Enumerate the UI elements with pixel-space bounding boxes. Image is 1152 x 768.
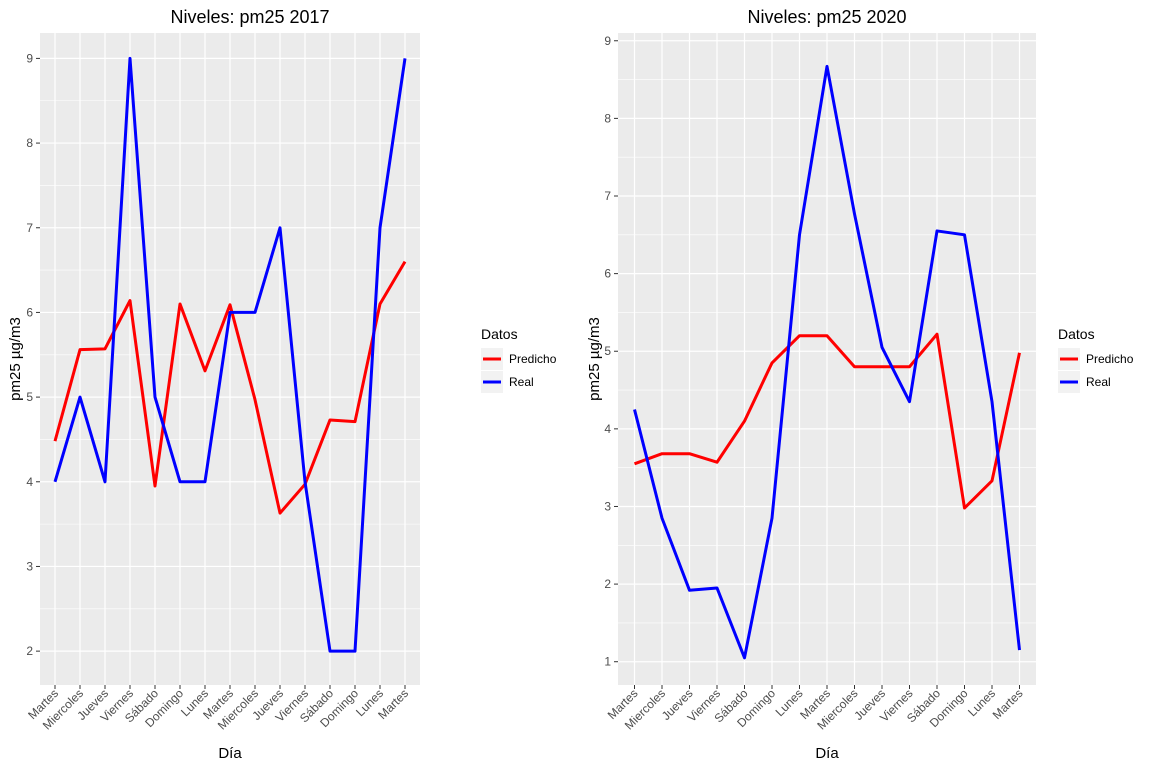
y-axis-title: pm25 µg/m3 <box>7 317 24 401</box>
y-tick-label: 4 <box>26 475 33 489</box>
x-axis-title: Día <box>218 745 242 762</box>
series-line-real <box>633 64 1021 660</box>
y-tick-label: 9 <box>26 51 33 65</box>
legend-label: Real <box>509 375 534 389</box>
legend-label: Predicho <box>1086 352 1134 366</box>
chart-1: 23456789MartesMiercolesJuevesViernesSába… <box>7 7 557 762</box>
y-tick-label: 4 <box>604 422 611 436</box>
chart-title: Niveles: pm25 2020 <box>747 7 906 27</box>
chart-title: Niveles: pm25 2017 <box>170 7 329 27</box>
y-tick-label: 5 <box>26 390 33 404</box>
y-tick-label: 7 <box>26 221 33 235</box>
legend-title: Datos <box>1058 326 1095 342</box>
series-line-predicho <box>633 332 1021 510</box>
y-tick-label: 7 <box>604 189 611 203</box>
series-line-real <box>53 56 407 653</box>
y-tick-label: 9 <box>604 34 611 48</box>
y-tick-label: 2 <box>26 644 33 658</box>
y-tick-label: 6 <box>26 305 33 319</box>
legend-label: Predicho <box>509 352 557 366</box>
legend-label: Real <box>1086 375 1111 389</box>
y-axis-title: pm25 µg/m3 <box>586 317 603 401</box>
x-tick-label: Martes <box>990 686 1026 722</box>
y-tick-label: 1 <box>604 655 611 669</box>
y-tick-label: 8 <box>26 136 33 150</box>
y-tick-label: 3 <box>26 559 33 573</box>
legend-title: Datos <box>481 326 518 342</box>
y-tick-label: 3 <box>604 499 611 513</box>
y-tick-label: 5 <box>604 344 611 358</box>
x-axis-title: Día <box>815 745 839 762</box>
chart-2: 123456789MartesMiercolesJuevesViernesSáb… <box>586 7 1134 762</box>
y-tick-label: 2 <box>604 577 611 591</box>
y-tick-label: 6 <box>604 267 611 281</box>
y-tick-label: 8 <box>604 111 611 125</box>
